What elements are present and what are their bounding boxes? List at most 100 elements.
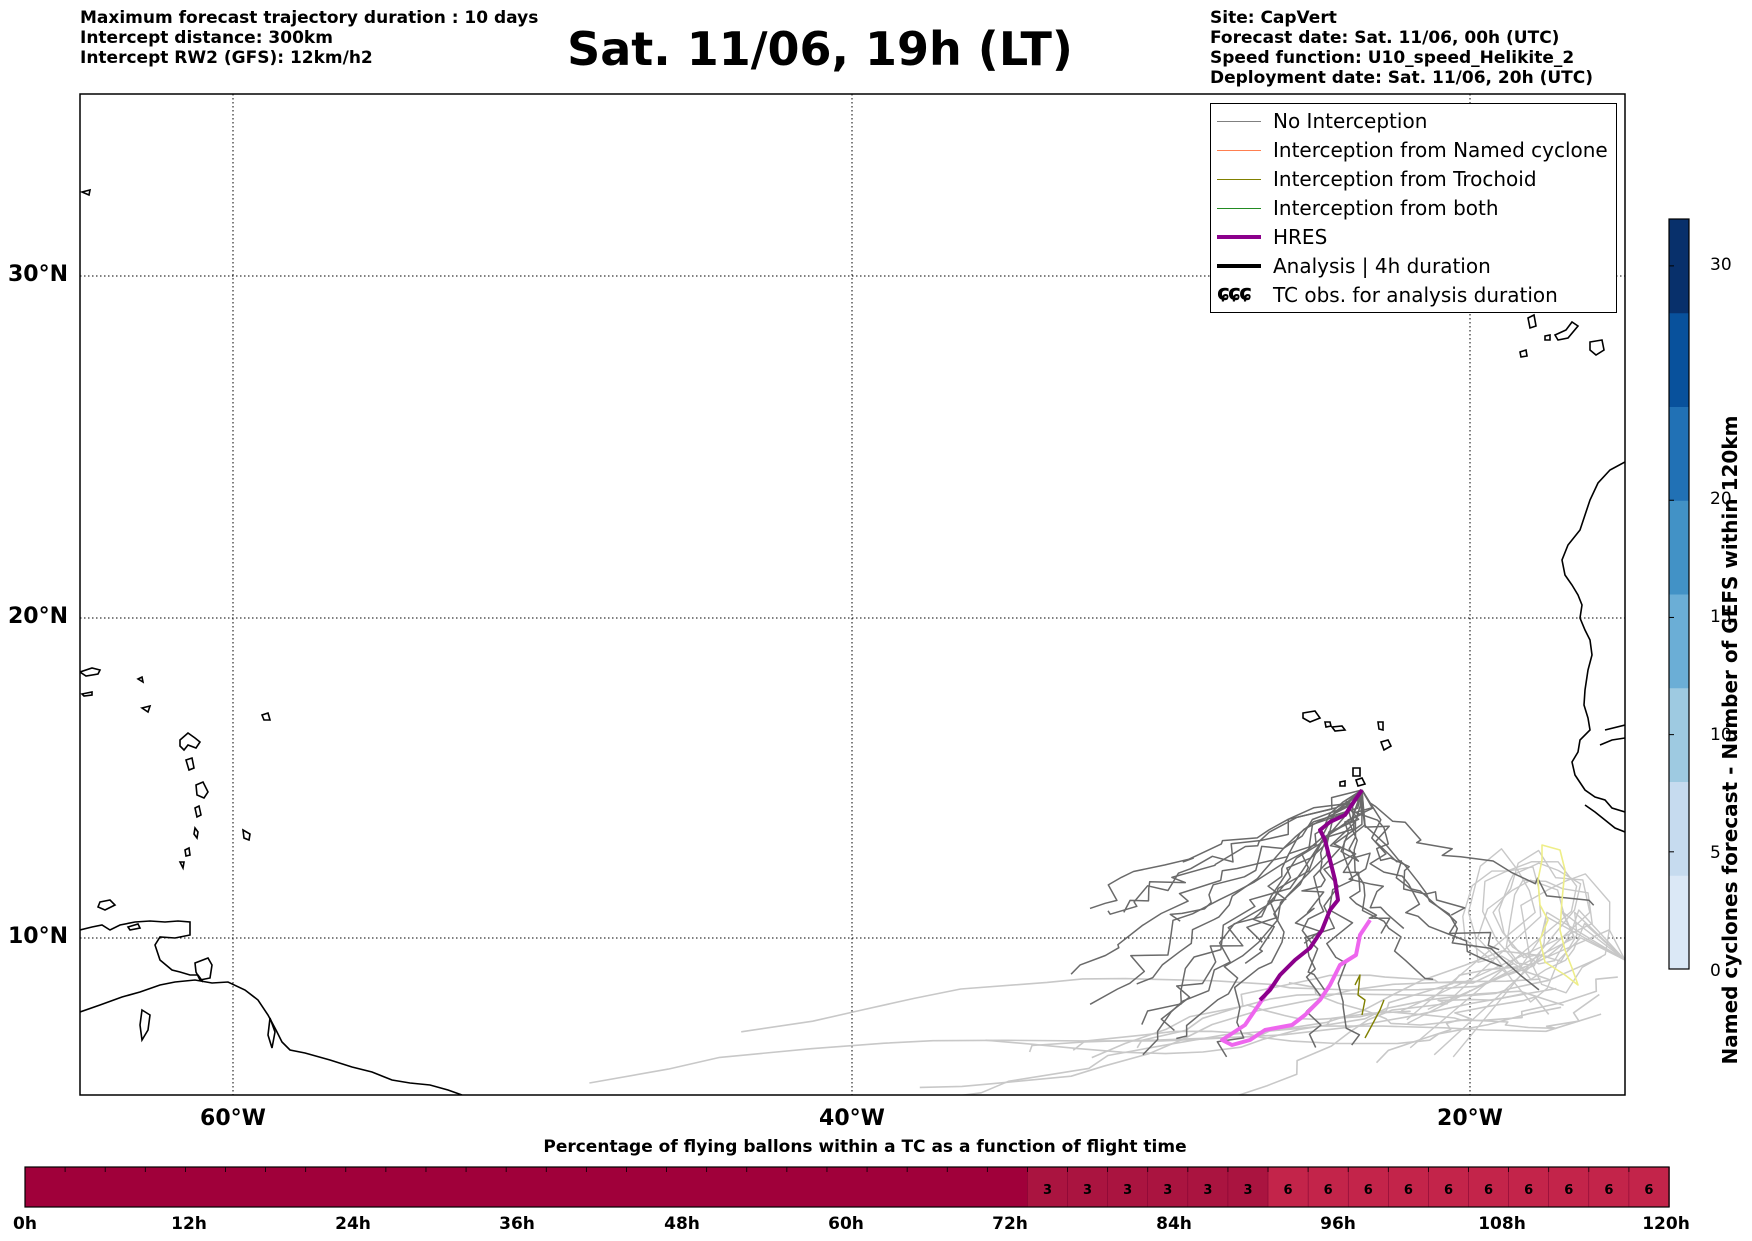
legend-swatch bbox=[1217, 264, 1261, 268]
coast-africa-inlet-2 bbox=[1599, 737, 1625, 746]
flight-bar-value: 6 bbox=[1644, 1183, 1653, 1198]
coast-africa-bissagos bbox=[1584, 804, 1625, 833]
flight-bar-cell bbox=[65, 1167, 106, 1207]
flight-bar-cell bbox=[626, 1167, 668, 1207]
plot-title: Sat. 11/06, 19h (LT) bbox=[567, 22, 1073, 76]
coast-dominica bbox=[185, 756, 195, 772]
flight-bar-cell bbox=[25, 1167, 66, 1207]
track-gefs bbox=[1304, 789, 1363, 1048]
coast-st-lucia bbox=[194, 804, 202, 819]
flight-bar-value: 6 bbox=[1324, 1183, 1333, 1198]
legend: No Interception Interception from Named … bbox=[1210, 103, 1617, 313]
legend-swatch bbox=[1217, 150, 1261, 151]
coast-islet-5 bbox=[136, 675, 145, 684]
flight-bar-value: 3 bbox=[1123, 1183, 1132, 1198]
track-other bbox=[1236, 992, 1525, 1095]
flight-bar-value: 6 bbox=[1524, 1183, 1533, 1198]
coast-south-america bbox=[80, 979, 463, 1095]
flight-bar-title: Percentage of flying ballons within a TC… bbox=[543, 1137, 1187, 1157]
flight-bar-cell bbox=[385, 1167, 427, 1207]
colorbar-block bbox=[1669, 219, 1689, 314]
track-trochoid bbox=[1364, 999, 1385, 1039]
time-label-120h: 120h bbox=[1642, 1214, 1690, 1234]
flight-bar-cell bbox=[1307, 1166, 1349, 1208]
colorbar-block bbox=[1669, 781, 1689, 876]
coast-canary-la-palma bbox=[1527, 313, 1537, 330]
flight-bar-cell bbox=[987, 1167, 1028, 1207]
track-hres bbox=[1258, 788, 1364, 1002]
legend-swatch bbox=[1217, 208, 1261, 209]
flight-bar-cell bbox=[1067, 1166, 1109, 1208]
track-gefs bbox=[1244, 789, 1363, 965]
legend-swatch bbox=[1217, 121, 1261, 122]
lon-label-20w: 20°W bbox=[1437, 1106, 1503, 1131]
lat-label-30n: 30°N bbox=[8, 262, 69, 287]
map-frame bbox=[79, 93, 1626, 1096]
coast-canary-tenerife bbox=[1553, 320, 1580, 341]
colorbar-gradient bbox=[1669, 219, 1689, 970]
colorbar-tick-15: 15 bbox=[1710, 607, 1732, 627]
legend-label: Interception from both bbox=[1273, 196, 1499, 220]
track-gefs bbox=[1089, 789, 1363, 910]
lat-label-20n: 20°N bbox=[8, 604, 69, 629]
flight-bar-cell bbox=[305, 1167, 347, 1207]
flight-bar-cell bbox=[1227, 1166, 1269, 1208]
coast-west-africa bbox=[1561, 461, 1625, 813]
track-other bbox=[1433, 849, 1625, 1056]
flight-bar-value: 6 bbox=[1284, 1183, 1293, 1198]
header-intercept-distance: Intercept distance: 300km bbox=[80, 28, 333, 48]
track-gefs bbox=[1361, 789, 1502, 968]
flight-bar-cell bbox=[466, 1167, 507, 1207]
legend-label: Analysis | 4h duration bbox=[1273, 254, 1491, 278]
colorbar-label: Named cyclones forecast - Number of GEFS… bbox=[1718, 415, 1742, 1065]
legend-label: No Interception bbox=[1273, 109, 1428, 133]
flight-bar-cell bbox=[345, 1167, 387, 1207]
colorbar-tick-10: 10 bbox=[1710, 725, 1732, 745]
cyclone-colorbar bbox=[1668, 218, 1690, 970]
coast-islet-7 bbox=[80, 188, 92, 197]
trajectory-tracks bbox=[589, 788, 1625, 1095]
colorbar-ticks bbox=[1669, 265, 1674, 970]
lon-label-40w: 40°W bbox=[819, 1106, 885, 1131]
legend-item-no-interception: No Interception bbox=[1211, 107, 1616, 136]
time-label-48h: 48h bbox=[664, 1214, 700, 1234]
tc-symbol-icon: ɕɕɕ bbox=[1217, 281, 1252, 306]
flight-bar-cell bbox=[947, 1167, 988, 1207]
header-left: Maximum forecast trajectory duration : 1… bbox=[80, 8, 538, 68]
flight-bar-cell bbox=[425, 1167, 467, 1207]
flight-bar-cell bbox=[546, 1167, 587, 1207]
flight-bar-cell bbox=[1147, 1166, 1189, 1208]
legend-label: Interception from Named cyclone bbox=[1273, 138, 1608, 162]
flight-bar-value: 6 bbox=[1444, 1183, 1453, 1198]
track-other bbox=[589, 987, 1557, 1084]
flight-bar-cell bbox=[1027, 1166, 1069, 1208]
colorbar-block bbox=[1669, 875, 1689, 970]
flight-bar-value: 3 bbox=[1203, 1183, 1212, 1198]
flight-bar-value: 6 bbox=[1484, 1183, 1493, 1198]
coast-canary-gran-canaria bbox=[1589, 339, 1605, 356]
time-label-36h: 36h bbox=[499, 1214, 535, 1234]
time-label-108h: 108h bbox=[1478, 1214, 1526, 1234]
header-max-duration: Maximum forecast trajectory duration : 1… bbox=[80, 8, 539, 28]
legend-label: HRES bbox=[1273, 225, 1328, 249]
flight-bar-frame bbox=[24, 1166, 1670, 1208]
coast-guadeloupe bbox=[179, 731, 202, 752]
track-other bbox=[1400, 879, 1625, 1012]
map-gridlines bbox=[80, 94, 1625, 1095]
flight-bar-cell bbox=[1347, 1166, 1390, 1208]
coast-cape-verde-sao-nicolau bbox=[1330, 725, 1347, 732]
track-gefs bbox=[1107, 789, 1363, 915]
header-site: Site: CapVert bbox=[1210, 8, 1337, 28]
track-gefs bbox=[1354, 789, 1466, 916]
flight-bar-value: 3 bbox=[1243, 1183, 1252, 1198]
coast-grenada bbox=[184, 846, 191, 857]
colorbar-frame bbox=[1668, 218, 1690, 970]
flight-bar-cell bbox=[265, 1167, 307, 1207]
coast-canary-el-hierro bbox=[1519, 348, 1528, 358]
colorbar-tick-5: 5 bbox=[1710, 843, 1721, 863]
header-deployment-date: Deployment date: Sat. 11/06, 20h (UTC) bbox=[1210, 68, 1594, 88]
lon-label-60w: 60°W bbox=[200, 1106, 266, 1131]
track-other bbox=[985, 990, 1564, 1055]
track-gefs bbox=[1340, 789, 1391, 934]
flight-bar-value: 3 bbox=[1083, 1183, 1092, 1198]
